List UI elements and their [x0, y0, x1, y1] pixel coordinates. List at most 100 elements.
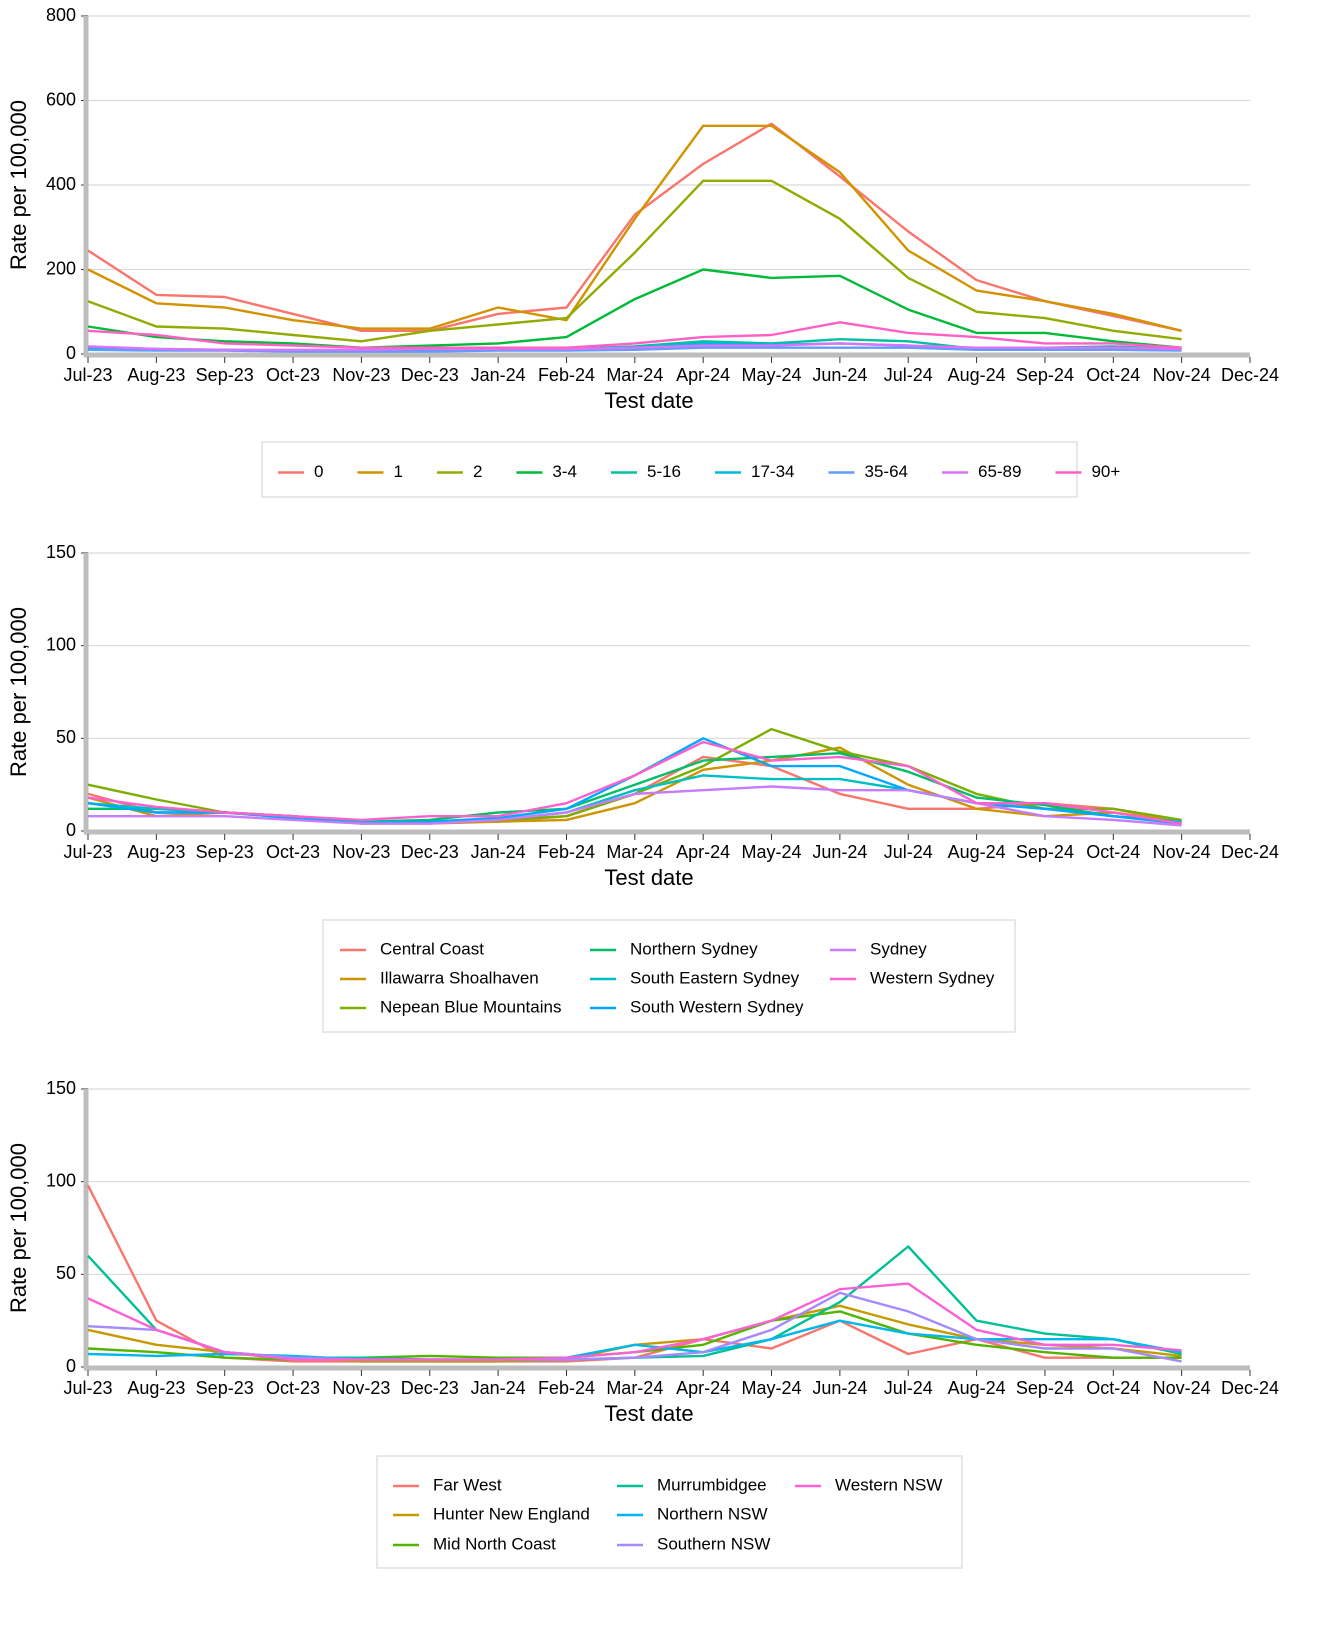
x-tick-label: Nov-23	[332, 365, 390, 385]
legend-label: 0	[314, 462, 323, 481]
x-tick-label: Oct-23	[266, 1378, 320, 1398]
y-tick-label: 150	[46, 542, 76, 562]
series-line	[87, 321, 1182, 349]
x-tick-label: Jun-24	[812, 1378, 867, 1398]
y-tick-label: 0	[66, 343, 76, 363]
x-tick-label: Dec-24	[1221, 1378, 1279, 1398]
x-tick-label: Apr-24	[676, 842, 730, 862]
x-tick-label: Sep-24	[1016, 1378, 1074, 1398]
x-tick-label: Oct-23	[266, 842, 320, 862]
y-axis-title: Rate per 100,000	[6, 100, 31, 270]
x-tick-label: Oct-24	[1086, 1378, 1140, 1398]
legend-label: Far West	[433, 1475, 502, 1494]
x-tick-label: Aug-23	[127, 365, 185, 385]
y-tick-label: 50	[56, 727, 76, 747]
y-tick-label: 50	[56, 1263, 76, 1283]
x-tick-label: Jul-23	[63, 365, 112, 385]
series-line	[87, 740, 1182, 825]
legend-label: Northern NSW	[657, 1504, 768, 1523]
legend-label: 2	[473, 462, 482, 481]
x-tick-label: Jul-23	[63, 1378, 112, 1398]
series-line	[87, 1282, 1182, 1361]
x-tick-label: Sep-24	[1016, 365, 1074, 385]
x-tick-label: Apr-24	[676, 1378, 730, 1398]
x-tick-label: Apr-24	[676, 365, 730, 385]
legend-label: 17-34	[751, 462, 794, 481]
x-tick-label: Jun-24	[812, 365, 867, 385]
x-tick-label: Jan-24	[471, 1378, 526, 1398]
y-tick-label: 0	[66, 820, 76, 840]
y-tick-label: 600	[46, 89, 76, 109]
legend-label: Western Sydney	[870, 968, 995, 987]
legend-label: 65-89	[978, 462, 1021, 481]
x-tick-label: Jan-24	[471, 842, 526, 862]
legend-label: 3-4	[552, 462, 577, 481]
x-tick-label: Sep-23	[196, 365, 254, 385]
legend-label: Central Coast	[380, 939, 484, 958]
x-tick-label: Jul-24	[884, 365, 933, 385]
legend-box	[261, 441, 1078, 498]
legend-label: Northern Sydney	[630, 939, 758, 958]
legend-label: Western NSW	[835, 1475, 942, 1494]
legend-label: 90+	[1091, 462, 1120, 481]
x-tick-label: Dec-24	[1221, 365, 1279, 385]
x-tick-label: Jul-24	[884, 842, 933, 862]
x-tick-label: Sep-23	[196, 1378, 254, 1398]
x-tick-label: Sep-24	[1016, 842, 1074, 862]
x-tick-label: Aug-23	[127, 842, 185, 862]
y-axis-title: Rate per 100,000	[6, 1143, 31, 1313]
x-tick-label: May-24	[742, 1378, 802, 1398]
series-line	[87, 124, 1182, 332]
x-tick-label: Aug-23	[127, 1378, 185, 1398]
x-tick-label: Oct-23	[266, 365, 320, 385]
legend-label: Mid North Coast	[433, 1534, 556, 1553]
x-tick-label: Mar-24	[606, 842, 663, 862]
x-tick-label: Feb-24	[538, 842, 595, 862]
x-tick-label: Feb-24	[538, 1378, 595, 1398]
y-tick-label: 800	[46, 5, 76, 25]
legend-label: Illawarra Shoalhaven	[380, 968, 539, 987]
series-line	[87, 342, 1182, 351]
legend-label: Hunter New England	[433, 1504, 590, 1523]
x-tick-label: Sep-23	[196, 842, 254, 862]
series-line	[87, 122, 1182, 332]
x-tick-label: May-24	[742, 365, 802, 385]
legend-label: 1	[393, 462, 402, 481]
x-tick-label: May-24	[742, 842, 802, 862]
series-line	[87, 268, 1182, 349]
x-tick-label: Jul-24	[884, 1378, 933, 1398]
x-tick-label: Aug-24	[948, 365, 1006, 385]
legend-label: South Eastern Sydney	[630, 968, 800, 987]
x-tick-label: Aug-24	[948, 1378, 1006, 1398]
legend-label: Murrumbidgee	[657, 1475, 767, 1494]
x-tick-label: Dec-23	[401, 842, 459, 862]
x-axis-title: Test date	[604, 388, 693, 413]
legend-box	[322, 919, 1016, 1033]
x-tick-label: Nov-23	[332, 1378, 390, 1398]
x-axis-title: Test date	[604, 865, 693, 890]
x-tick-label: Jun-24	[812, 842, 867, 862]
x-tick-label: Nov-24	[1153, 365, 1211, 385]
x-tick-label: Dec-23	[401, 365, 459, 385]
x-tick-label: Mar-24	[606, 1378, 663, 1398]
y-tick-label: 400	[46, 174, 76, 194]
series-line	[87, 1291, 1182, 1363]
legend-label: 5-16	[647, 462, 681, 481]
x-axis-title: Test date	[604, 1401, 693, 1426]
x-tick-label: Dec-24	[1221, 842, 1279, 862]
x-tick-label: Oct-24	[1086, 365, 1140, 385]
y-tick-label: 200	[46, 258, 76, 278]
x-tick-label: Aug-24	[948, 842, 1006, 862]
legend-label: Southern NSW	[657, 1534, 770, 1553]
y-tick-label: 0	[66, 1356, 76, 1376]
y-tick-label: 100	[46, 1170, 76, 1190]
x-tick-label: Nov-24	[1153, 1378, 1211, 1398]
x-tick-label: Jul-23	[63, 842, 112, 862]
legend-label: Nepean Blue Mountains	[380, 997, 561, 1016]
legend-label: Sydney	[870, 939, 927, 958]
x-tick-label: Feb-24	[538, 365, 595, 385]
x-tick-label: Nov-24	[1153, 842, 1211, 862]
x-tick-label: Jan-24	[471, 365, 526, 385]
y-tick-label: 100	[46, 634, 76, 654]
